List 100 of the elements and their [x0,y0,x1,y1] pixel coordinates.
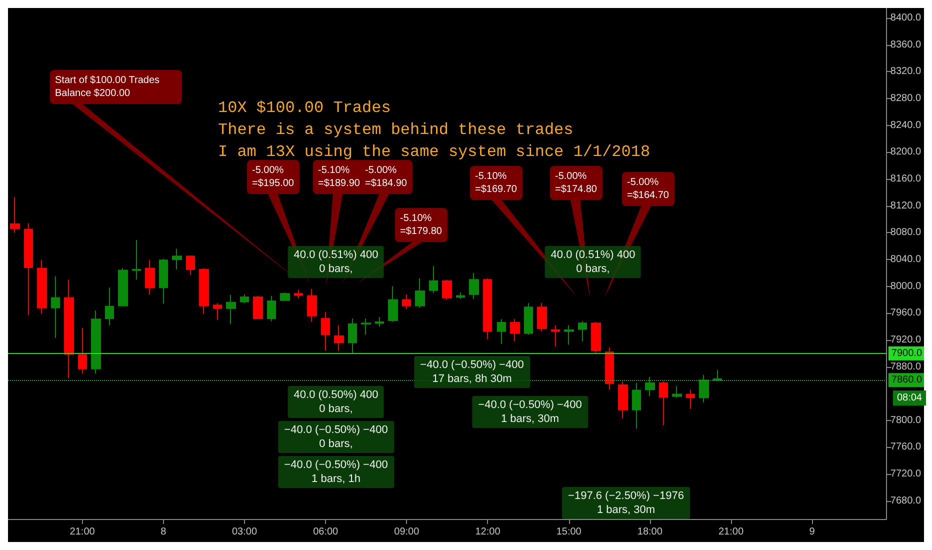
ref-line-label: 7860.0 [891,374,922,386]
y-tick-label: 8080.0 [890,227,922,238]
text: 08:04 [896,392,922,404]
candlestick [605,346,614,390]
x-tick-label: 03:00 [232,526,258,538]
candlestick [213,302,222,320]
candlestick [118,268,128,306]
candlestick [240,294,249,304]
candlestick [591,321,601,354]
candlestick [199,268,209,314]
candlestick [686,389,695,410]
candlestick [24,222,33,316]
candlestick [91,310,101,374]
candlestick [469,272,479,300]
candlestick [334,324,344,352]
ref-line-label: 7900.0 [891,348,922,359]
annotation: 40.0 (0.50%) 400 0 bars, [294,388,378,416]
y-tick-label: 7800.0 [890,414,922,426]
candlestick [159,258,168,304]
candlestick [618,381,628,419]
annotation: -5.10% =$189.90 [318,164,360,190]
candlestick [78,327,87,374]
x-tick-label: 15:00 [556,526,582,538]
annotation: Start of $100.00 Trades Balance $200.00 [55,74,160,100]
candlestick [145,260,155,295]
candlestick [361,318,371,336]
y-tick-label: 8000.0 [890,280,922,292]
y-tick-label: 8280.0 [890,93,922,104]
y-tick-label: 8240.0 [890,120,922,131]
x-tick-label: 18:00 [637,526,663,538]
annotation: -5.00% =$164.70 [627,176,669,202]
candlestick [578,320,587,342]
candlestick [294,289,303,299]
candlestick [537,302,547,332]
annotation: −40.0 (−0.50%) −400 17 bars, 8h 30m [420,358,524,386]
y-tick-label: 8040.0 [890,254,922,265]
y-tick-label: 7920.0 [890,334,922,346]
y-tick-label: 8320.0 [890,66,922,78]
annotation: -5.00% =$195.00 [252,164,294,190]
text: 10X $100.00 Trades There is a system behind these trades I am 13X using the same system since 1/1/2018 [218,99,650,161]
y-tick-label: 7680.0 [890,495,922,506]
candlestick [524,302,533,336]
y-tick-label: 7720.0 [890,468,922,480]
x-tick-label: 06:00 [313,526,339,538]
annotation: -5.10% =$179.80 [400,212,442,238]
candlestick [672,386,682,398]
candlestick [51,276,60,338]
candlestick [402,294,411,310]
candlestick [388,286,398,322]
candlestick [10,196,20,234]
candlestick [321,311,330,352]
x-tick-label: 09:00 [394,526,420,538]
y-tick-label: 7960.0 [890,308,922,319]
candlestick [348,318,357,355]
candlestick [105,287,114,326]
candlestick [429,266,438,294]
candlestick [456,292,465,300]
y-tick-label: 8160.0 [890,174,922,185]
candlestick [226,294,236,324]
candlestick [442,279,452,300]
annotation: -5.00% =$174.80 [555,170,597,196]
candlestick [375,316,384,328]
annotation: -5.10% =$169.70 [475,170,517,196]
x-tick-label: 12:00 [475,526,501,538]
x-tick-label: 21:00 [718,526,744,538]
candlestick [497,318,506,344]
annotation: -5.00% =$184.90 [365,164,407,190]
y-tick-label: 8200.0 [890,146,922,158]
candlestick [267,295,276,322]
y-tick-label: 7760.0 [890,442,922,453]
y-tick-label: 8120.0 [890,200,922,212]
candlestick [699,374,709,403]
x-tick-label: 9 [809,526,816,538]
candlestick [132,240,141,280]
y-tick-label: 8400.0 [890,12,922,24]
candlestick [186,254,195,276]
candlestick [415,278,425,308]
candlestick [253,295,263,319]
candlestick [632,382,641,429]
candlestick [172,248,182,270]
candlestick [280,292,290,302]
candlestick [551,324,560,348]
x-tick-label: 8 [160,526,167,538]
candlestick [64,279,74,379]
x-tick-label: 21:00 [70,526,96,538]
candlestick [307,288,317,322]
annotation: −40.0 (−0.50%) −400 1 bars, 1h [284,458,388,486]
y-tick-label: 8360.0 [890,39,922,50]
candlestick [645,376,655,397]
candlestick [564,324,574,346]
candlestick [483,278,492,340]
annotation: −197.6 (−2.50%) −1976 1 bars, 30m [568,489,684,517]
y-tick-label: 7880.0 [890,361,922,372]
candlestick [510,318,520,342]
annotation: 40.0 (0.51%) 400 0 bars, [550,248,636,276]
annotation: 40.0 (0.51%) 400 0 bars, [294,248,378,276]
candlestick [37,260,47,314]
annotation: −40.0 (−0.50%) −400 1 bars, 30m [478,398,582,426]
annotation: −40.0 (−0.50%) −400 0 bars, [284,423,388,451]
candlestick [659,381,668,426]
